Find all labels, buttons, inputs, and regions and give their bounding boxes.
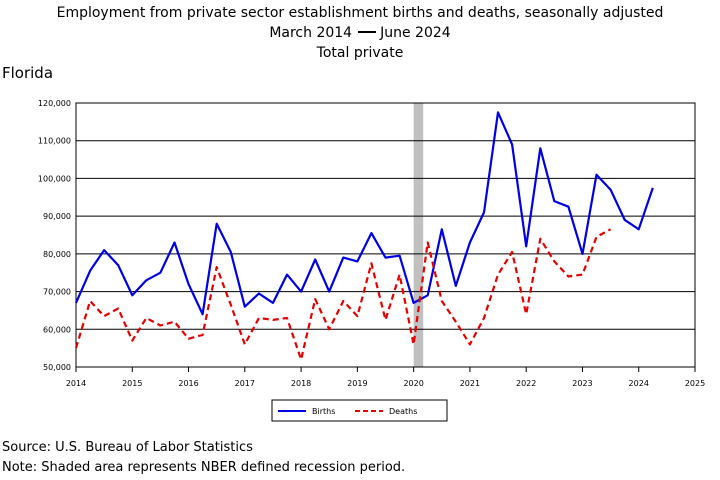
x-tick-label: 2022 xyxy=(516,379,536,388)
dash-separator-icon xyxy=(358,31,377,33)
x-tick-label: 2024 xyxy=(629,379,649,388)
x-tick-label: 2014 xyxy=(66,379,86,388)
y-tick-label: 60,000 xyxy=(43,325,71,334)
state-label: Florida xyxy=(2,64,54,82)
y-tick-label: 120,000 xyxy=(38,99,71,108)
period-end: June 2024 xyxy=(380,25,451,41)
chart-title: Employment from private sector establish… xyxy=(56,5,664,21)
chart-subtitle: Total private xyxy=(316,45,404,61)
x-tick-label: 2018 xyxy=(291,379,311,388)
period-start: March 2014 xyxy=(269,25,353,41)
x-tick-label: 2019 xyxy=(347,379,367,388)
y-tick-label: 110,000 xyxy=(38,137,71,146)
x-tick-label: 2015 xyxy=(122,379,142,388)
y-tick-label: 70,000 xyxy=(43,288,71,297)
recession-note: Note: Shaded area represents NBER define… xyxy=(2,460,406,475)
y-tick-label: 50,000 xyxy=(43,363,71,372)
chart-period: March 2014 June 2024 xyxy=(0,24,720,42)
x-tick-label: 2020 xyxy=(403,379,423,388)
y-tick-label: 90,000 xyxy=(43,212,71,221)
x-tick-label: 2016 xyxy=(178,379,198,388)
recession-shading xyxy=(413,103,424,367)
legend-label-deaths: Deaths xyxy=(389,407,417,416)
legend: Births Deaths xyxy=(271,399,448,422)
y-tick-label: 100,000 xyxy=(38,174,71,183)
source-note: Source: U.S. Bureau of Labor Statistics xyxy=(2,440,253,455)
series-line-births xyxy=(74,111,654,316)
y-tick-label: 80,000 xyxy=(43,250,71,259)
x-tick-label: 2021 xyxy=(460,379,480,388)
series-line-deaths xyxy=(74,228,612,361)
legend-label-births: Births xyxy=(312,407,335,416)
x-tick-label: 2025 xyxy=(685,379,705,388)
x-tick-label: 2017 xyxy=(235,379,255,388)
x-tick-label: 2023 xyxy=(572,379,592,388)
